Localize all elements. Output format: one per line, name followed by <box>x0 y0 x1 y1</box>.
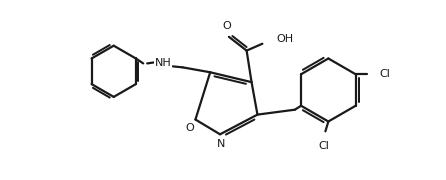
Text: OH: OH <box>276 34 293 44</box>
Text: N: N <box>217 139 225 149</box>
Text: Cl: Cl <box>379 69 390 79</box>
Text: Cl: Cl <box>318 141 329 151</box>
Text: O: O <box>223 21 231 31</box>
Text: O: O <box>185 123 194 134</box>
Text: NH: NH <box>155 58 171 68</box>
